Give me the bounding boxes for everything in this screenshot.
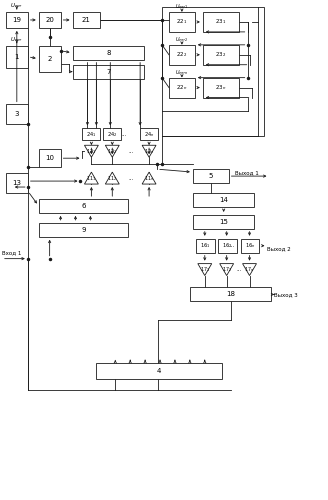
Text: ...: ... [129,148,134,154]
Text: $12_1$: $12_1$ [86,147,96,156]
Bar [162,7,264,136]
Text: $24_n$: $24_n$ [144,130,154,139]
Bar [39,199,128,213]
Bar [190,288,271,302]
Text: $16_n$: $16_n$ [245,242,255,250]
Text: 21: 21 [82,17,91,23]
Text: 9: 9 [81,227,86,233]
Text: Выход 2: Выход 2 [267,246,291,251]
Text: 1: 1 [14,54,19,60]
Polygon shape [198,264,212,276]
Polygon shape [220,264,234,276]
Bar [39,223,128,237]
Text: Выход 3: Выход 3 [275,292,298,297]
Text: $22_1$: $22_1$ [176,18,188,26]
Polygon shape [243,264,256,276]
Text: $17_2$: $17_2$ [222,265,232,274]
Text: $24_1$: $24_1$ [86,130,97,139]
Text: $22_2$: $22_2$ [176,50,188,59]
Bar [39,12,61,28]
Text: 15: 15 [219,219,228,225]
Text: $17_n$: $17_n$ [244,265,255,274]
Text: ...: ... [122,132,127,137]
Text: $U_{ент2}$: $U_{ент2}$ [175,36,189,44]
Text: 8: 8 [106,50,111,56]
Text: 5: 5 [209,173,213,179]
Bar [203,12,238,32]
Bar [169,12,195,32]
Bar [193,215,255,229]
Text: $23_2$: $23_2$ [215,50,226,59]
Text: $12_n$: $12_n$ [144,147,154,156]
Text: $16_2$: $16_2$ [222,242,233,250]
Text: $U_{ентn}$: $U_{ентn}$ [175,68,189,77]
Polygon shape [84,172,98,184]
Polygon shape [105,146,119,157]
Text: ...: ... [129,176,134,180]
Text: Выход 1: Выход 1 [235,170,258,175]
Text: $11_2$: $11_2$ [107,174,117,182]
Bar [169,45,195,64]
Text: $12_2$: $12_2$ [107,147,117,156]
Text: 19: 19 [12,17,21,23]
Text: 20: 20 [45,17,54,23]
Text: Вход 1: Вход 1 [2,250,21,255]
Text: $U_{ент}$: $U_{ент}$ [10,2,23,11]
Bar [6,104,28,124]
Polygon shape [142,146,156,157]
Text: $17_1$: $17_1$ [200,265,210,274]
Bar [6,46,28,68]
Bar [193,169,229,183]
Text: 18: 18 [226,292,235,298]
Text: 6: 6 [81,203,86,209]
Polygon shape [84,146,98,157]
Text: $23_1$: $23_1$ [215,18,226,26]
Text: 3: 3 [14,112,19,117]
Bar [72,46,144,60]
Bar [96,363,222,379]
Text: 2: 2 [48,56,52,62]
Text: 14: 14 [219,197,228,203]
Text: 10: 10 [45,155,54,161]
Bar [203,45,238,64]
Polygon shape [105,172,119,184]
Text: 13: 13 [12,180,21,186]
Text: $11_n$: $11_n$ [144,174,154,182]
Bar [72,64,144,78]
Text: $22_n$: $22_n$ [176,83,188,92]
Bar [140,128,158,140]
Text: 4: 4 [157,368,161,374]
Bar [39,46,61,72]
Bar [218,239,236,252]
Bar [72,12,100,28]
Bar [103,128,121,140]
Text: $24_2$: $24_2$ [107,130,117,139]
Bar [82,128,100,140]
Bar [196,239,215,252]
Bar [169,78,195,98]
Text: $U_{ент}$: $U_{ент}$ [10,36,23,44]
Bar [6,173,28,193]
Bar [39,149,61,167]
Text: 7: 7 [106,68,111,74]
Polygon shape [142,172,156,184]
Bar [203,78,238,98]
Bar [240,239,259,252]
Bar [193,193,255,207]
Text: ...: ... [229,243,234,248]
Text: $U_{ент1}$: $U_{ент1}$ [175,2,189,12]
Text: $11_1$: $11_1$ [86,174,96,182]
Text: $16_1$: $16_1$ [200,242,211,250]
Text: $23_n$: $23_n$ [215,83,226,92]
Bar [6,12,28,28]
Text: ...: ... [236,267,241,272]
